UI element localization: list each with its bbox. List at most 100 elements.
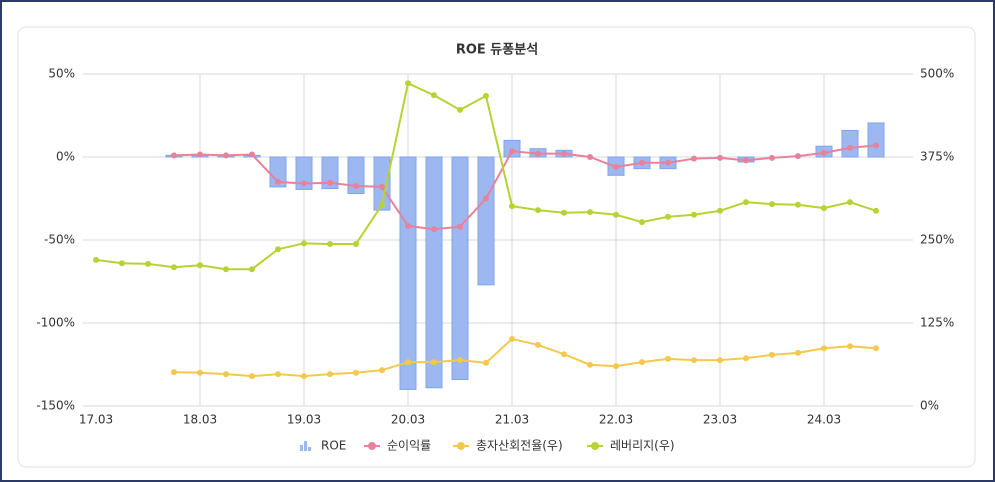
card	[17, 26, 976, 468]
point	[717, 357, 723, 364]
point	[873, 142, 879, 149]
point	[275, 371, 281, 378]
legend-icon	[304, 441, 307, 451]
bar	[425, 156, 443, 389]
point	[821, 149, 827, 156]
y2-tick-label: 125%	[920, 316, 954, 330]
point	[821, 345, 827, 352]
bar	[373, 156, 391, 211]
point	[769, 154, 775, 161]
y-tick-label: -50%	[44, 233, 75, 247]
point	[691, 357, 697, 364]
point	[119, 260, 125, 267]
point	[873, 345, 879, 352]
point	[847, 343, 853, 350]
point	[483, 92, 489, 99]
line	[173, 337, 877, 378]
point	[509, 335, 515, 342]
point	[795, 201, 801, 208]
bar	[841, 129, 859, 158]
point	[405, 359, 411, 366]
point	[639, 359, 645, 366]
bar	[867, 122, 885, 158]
legend-label: 총자산회전율(우)	[476, 439, 563, 453]
point	[665, 355, 671, 362]
point	[561, 209, 567, 216]
bar	[477, 156, 495, 286]
bar	[295, 156, 313, 190]
point	[795, 349, 801, 356]
legend-label: ROE	[321, 439, 346, 453]
legend-icon	[591, 442, 599, 450]
point	[743, 157, 749, 164]
point	[613, 163, 619, 170]
point	[171, 264, 177, 271]
x-tick-label: 23.03	[703, 413, 737, 427]
point	[379, 367, 385, 374]
legend-label: 레버리지(우)	[610, 439, 675, 453]
point	[275, 246, 281, 253]
point	[379, 183, 385, 190]
point	[665, 159, 671, 166]
point	[743, 355, 749, 362]
point	[717, 154, 723, 161]
point	[587, 209, 593, 216]
point	[509, 203, 515, 210]
point	[769, 351, 775, 358]
bar	[321, 156, 339, 190]
point	[535, 341, 541, 348]
point	[197, 262, 203, 269]
point	[509, 148, 515, 155]
point	[847, 144, 853, 151]
y-tick-label: 0%	[56, 150, 75, 164]
point	[665, 213, 671, 220]
point	[535, 207, 541, 214]
point	[587, 361, 593, 368]
point	[717, 207, 723, 214]
point	[639, 219, 645, 226]
point	[379, 201, 385, 208]
point	[145, 260, 151, 267]
point	[353, 183, 359, 190]
point	[483, 359, 489, 366]
point	[691, 211, 697, 218]
point	[223, 152, 229, 159]
point	[353, 240, 359, 247]
y2-tick-label: 500%	[920, 67, 954, 81]
point	[93, 256, 99, 263]
point	[795, 153, 801, 160]
point	[249, 151, 255, 158]
x-tick-label: 17.03	[79, 413, 113, 427]
legend-icon	[368, 442, 376, 450]
point	[639, 159, 645, 166]
point	[223, 266, 229, 273]
point	[561, 150, 567, 157]
x-tick-label: 22.03	[599, 413, 633, 427]
bar	[269, 156, 287, 188]
y-tick-label: 50%	[48, 67, 75, 81]
legend-label: 순이익률	[387, 439, 431, 453]
y-tick-label: -100%	[36, 316, 75, 330]
point	[301, 180, 307, 187]
y2-tick-label: 250%	[920, 233, 954, 247]
y2-tick-label: 375%	[920, 150, 954, 164]
line	[173, 144, 877, 231]
point	[821, 205, 827, 212]
point	[769, 201, 775, 208]
point	[873, 207, 879, 214]
x-tick-label: 20.03	[391, 413, 425, 427]
bar	[399, 156, 417, 390]
point	[249, 266, 255, 273]
y2-tick-label: 0%	[920, 399, 939, 413]
point	[327, 179, 333, 186]
point	[613, 363, 619, 370]
point	[431, 359, 437, 366]
point	[197, 151, 203, 158]
point	[327, 240, 333, 247]
point	[535, 150, 541, 157]
point	[223, 371, 229, 378]
point	[405, 80, 411, 87]
point	[327, 371, 333, 378]
point	[743, 199, 749, 206]
